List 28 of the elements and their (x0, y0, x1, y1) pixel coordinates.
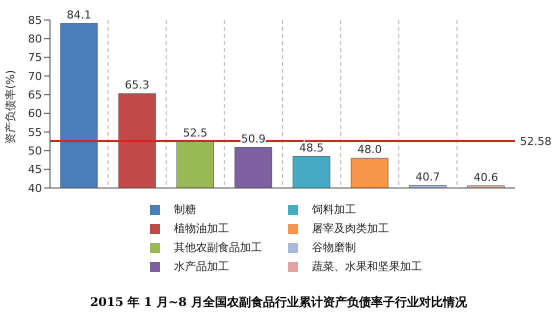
y-tick-label: 55 (28, 126, 42, 139)
y-tick-label: 50 (28, 144, 42, 158)
y-tick-label: 40 (28, 182, 42, 195)
data-label: 65.3 (124, 78, 150, 92)
y-tick-label: 80 (28, 32, 42, 46)
legend-label: 谷物磨制 (312, 240, 356, 255)
legend-label: 其他农副食品加工 (174, 240, 262, 255)
legend-label: 植物油加工 (174, 221, 229, 236)
data-label: 84.1 (66, 8, 92, 22)
data-label: 48.0 (357, 143, 382, 156)
legend-label: 饲料加工 (312, 202, 356, 217)
y-tick-label: 75 (28, 51, 42, 64)
data-label: 40.7 (415, 170, 440, 184)
legend-label: 蔬菜、水果和坚果加工 (312, 259, 422, 274)
y-tick-label: 65 (28, 88, 42, 102)
legend-label: 水产品加工 (174, 259, 229, 274)
text: 2015 年 1 月~8 月全国农副食品行业累计资产负债率子行业对比情况 (89, 294, 468, 311)
y-axis-title: 资产负债率(%) (4, 70, 17, 144)
ref-line-label: 52.58 (520, 134, 552, 148)
legend-label: 屠宰及肉类加工 (312, 221, 389, 236)
y-tick-label: 60 (28, 107, 42, 120)
data-label: 52.5 (182, 126, 208, 140)
data-label: 40.6 (474, 170, 498, 184)
legend-label: 制糖 (174, 202, 196, 217)
y-tick-label: 85 (28, 14, 42, 27)
y-tick-label: 70 (28, 70, 42, 83)
data-label: 48.5 (299, 141, 324, 154)
y-tick-label: 45 (28, 163, 42, 176)
